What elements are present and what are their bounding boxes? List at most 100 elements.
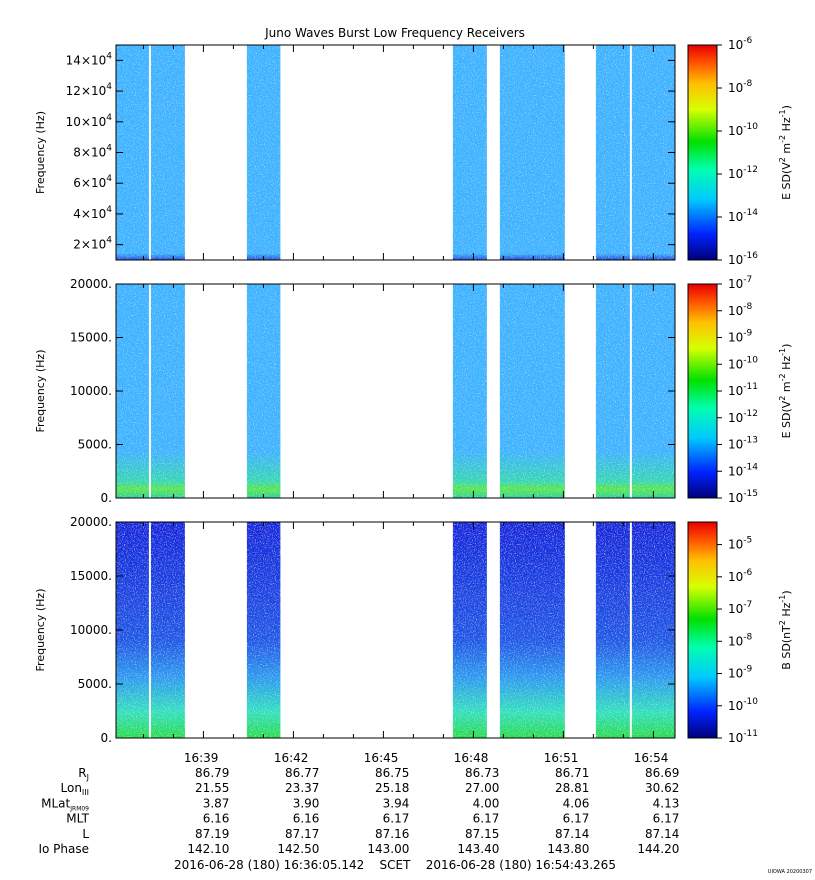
y-axis-label: Frequency (Hz)	[34, 350, 47, 433]
colorbar-tick-label: 10-14	[728, 208, 758, 224]
ephemeris-value: 142.50	[277, 842, 319, 856]
ephemeris-value: 3.90	[293, 796, 320, 810]
colorbar-tick-label: 10-11	[728, 382, 758, 398]
y-tick-label: 15000.	[70, 569, 112, 583]
ephemeris-value: 86.71	[555, 766, 589, 780]
colorbar-tick-label: 10-16	[728, 251, 758, 267]
ephemeris-value: 87.16	[375, 827, 409, 841]
colorbar-tick-label: 10-9	[728, 329, 753, 345]
data-block-2	[150, 284, 185, 498]
ephemeris-value: 87.19	[195, 827, 229, 841]
y-tick-label: 12×104	[66, 82, 113, 98]
y-tick-label: 0.	[101, 491, 112, 505]
y-tick-label: 10000.	[70, 623, 112, 637]
x-tick-label: 16:48	[454, 751, 489, 765]
ephemeris-row-label: RJ	[78, 766, 89, 782]
x-tick-label: 16:51	[544, 751, 579, 765]
colorbar-tick-label: 10-11	[728, 729, 758, 745]
y-tick-label: 20000.	[70, 515, 112, 529]
colorbar-tick-label: 10-15	[728, 489, 758, 505]
data-block-5	[499, 45, 565, 260]
data-block-5	[499, 522, 565, 738]
plot-frame	[115, 521, 676, 739]
data-block-5	[499, 284, 565, 498]
ephemeris-value: 6.17	[563, 812, 590, 826]
y-tick-label: 15000.	[70, 331, 112, 345]
x-tick-label: 16:42	[274, 751, 309, 765]
colorbar-tick-label: 10-8	[728, 302, 753, 318]
chart-title: Juno Waves Burst Low Frequency Receivers	[264, 26, 525, 40]
colorbar-tick-label: 10-13	[728, 436, 758, 452]
data-block-6	[595, 284, 630, 498]
x-tick-label: 16:39	[184, 751, 219, 765]
ephemeris-value: 86.73	[465, 766, 499, 780]
ephemeris-value: 30.62	[645, 781, 679, 795]
ephemeris-value: 87.17	[285, 827, 319, 841]
colorbar-tick-label: 10-6	[728, 568, 753, 584]
ephemeris-value: 25.18	[375, 781, 409, 795]
colorbar-tick-label: 10-6	[728, 36, 753, 52]
data-block-7	[631, 45, 675, 260]
colorbar-tick-label: 10-7	[728, 600, 752, 616]
ephemeris-value: 21.55	[195, 781, 229, 795]
ephemeris-row-label: Io Phase	[38, 842, 89, 856]
ephemeris-value: 6.16	[293, 812, 320, 826]
ephemeris-value: 87.15	[465, 827, 499, 841]
panel-2: 0. 5000. 10000. 15000. 20000. Frequency (Hz) 1…	[34, 275, 793, 505]
ephemeris-row-label: L	[82, 827, 89, 841]
ephemeris-value: 28.81	[555, 781, 589, 795]
data-block-7	[631, 284, 675, 498]
colorbar-tick-label: 10-7	[728, 275, 752, 291]
ephemeris-value: 144.20	[637, 842, 679, 856]
colorbar-tick-label: 10-12	[728, 409, 758, 425]
y-tick-label: 4×104	[73, 205, 112, 221]
ephemeris-value: 86.77	[285, 766, 319, 780]
data-block-3	[246, 45, 281, 260]
ephemeris-value: 3.87	[203, 796, 230, 810]
ephemeris-value: 86.75	[375, 766, 409, 780]
ephemeris-row-label: LonIII	[61, 781, 90, 797]
colorbar-gradient	[687, 44, 718, 261]
ephemeris-value: 143.40	[457, 842, 499, 856]
y-tick-label: 14×104	[66, 51, 113, 67]
y-tick-label: 10×104	[66, 113, 113, 129]
data-block-6	[595, 522, 630, 738]
ephemeris-value: 27.00	[465, 781, 499, 795]
ephemeris-value: 6.17	[383, 812, 410, 826]
ephemeris-value: 142.10	[187, 842, 229, 856]
ephemeris-value: 143.80	[547, 842, 589, 856]
y-tick-label: 5000.	[78, 438, 112, 452]
colorbar-gradient	[687, 283, 718, 499]
uiowa-stamp: UIOWA 20200307	[768, 869, 812, 875]
ephemeris-value: 6.17	[653, 812, 680, 826]
ephemeris-value: 86.69	[645, 766, 679, 780]
panel-3: 0. 5000. 10000. 15000. 20000. Frequency (Hz) 1…	[34, 515, 793, 745]
ephemeris-value: 87.14	[645, 827, 679, 841]
x-tick-label: 16:45	[364, 751, 399, 765]
colorbar: 10-5 10-6 10-7 10-8 10-9 10-10 10-11 B SD(nT2 H…	[687, 521, 793, 745]
colorbar-tick-label: 10-14	[728, 462, 758, 478]
colorbar-tick-label: 10-10	[728, 355, 758, 371]
ephemeris-value: 4.00	[473, 796, 500, 810]
y-axis-label: Frequency (Hz)	[34, 589, 47, 672]
colorbar-tick-label: 10-9	[728, 665, 753, 681]
ephemeris-row-label: MLT	[66, 812, 89, 826]
colorbar: 10-6 10-8 10-10 10-12 10-14 10-16 E SD(V2 m-2 …	[687, 36, 793, 267]
plot-frame	[115, 44, 676, 261]
data-block-4	[452, 284, 487, 498]
ephemeris-value: 4.06	[563, 796, 590, 810]
ephemeris-value: 87.14	[555, 827, 589, 841]
y-tick-label: 0.	[101, 731, 112, 745]
colorbar: 10-7 10-8 10-9 10-10 10-11 10-12 10-13 10-14 10-…	[687, 275, 793, 505]
y-tick-label: 8×104	[73, 144, 112, 160]
colorbar-tick-label: 10-10	[728, 697, 758, 713]
ephemeris-value: 6.16	[203, 812, 230, 826]
data-block-7	[631, 522, 675, 738]
ephemeris-value: 3.94	[383, 796, 410, 810]
time-range-footer: 2016-06-28 (180) 16:36:05.142 SCET 2016-…	[174, 858, 616, 872]
colorbar-label: E SD(V2 m-2 Hz-1)	[778, 344, 793, 439]
colorbar-tick-label: 10-12	[728, 165, 758, 181]
data-block-3	[246, 284, 281, 498]
y-axis-label: Frequency (Hz)	[34, 111, 47, 194]
